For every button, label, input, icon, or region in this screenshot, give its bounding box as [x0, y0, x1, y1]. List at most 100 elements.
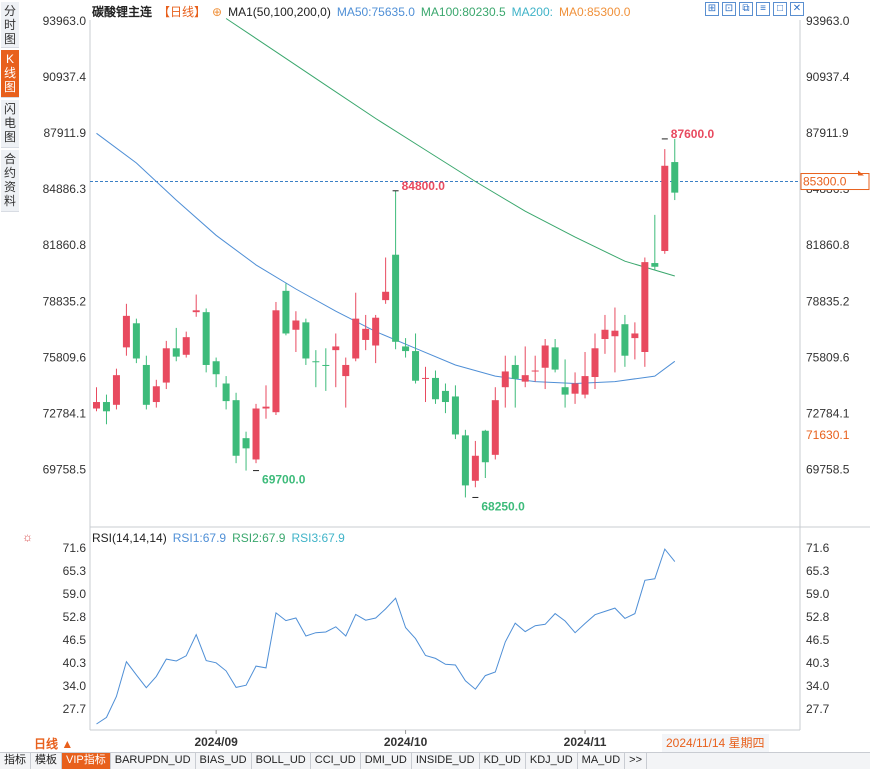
ma100-value: MA100:80230.5 — [420, 5, 506, 19]
tab-cci[interactable]: CCI_UD — [311, 753, 361, 769]
candle-body — [142, 364, 150, 405]
candle-body — [132, 323, 140, 359]
rsi-tick-label-left: 34.0 — [63, 679, 87, 693]
tab-ma[interactable]: MA_UD — [578, 753, 626, 769]
candle-body — [122, 315, 130, 348]
tab-inside[interactable]: INSIDE_UD — [412, 753, 480, 769]
close-icon[interactable]: ✕ — [790, 2, 804, 16]
candle-body — [272, 310, 280, 413]
tab-more[interactable]: >> — [625, 753, 648, 769]
candle-body — [342, 364, 350, 377]
candle-body — [222, 383, 230, 402]
expand-icon[interactable]: ⊞ — [705, 2, 719, 16]
tab-kd[interactable]: KD_UD — [480, 753, 526, 769]
rsi-tick-label-left: 40.3 — [63, 656, 87, 670]
candle-body — [531, 370, 539, 372]
rsi-params[interactable]: RSI(14,14,14) — [92, 531, 167, 545]
candle-body — [422, 377, 430, 379]
y-tick-label-right: 75809.6 — [806, 350, 850, 364]
y-tick-label-left: 93963.0 — [43, 14, 87, 28]
rsi-tick-label-left: 27.7 — [63, 702, 87, 716]
tab-template[interactable]: 模板 — [31, 753, 62, 769]
candle-body — [641, 262, 649, 352]
restore-icon[interactable]: ⧉ — [739, 2, 753, 16]
rsi-tick-label-right: 52.8 — [806, 610, 830, 624]
candle-body — [601, 329, 609, 340]
tab-bias[interactable]: BIAS_UD — [196, 753, 252, 769]
candle-body — [661, 165, 669, 252]
ma0-value: MA0:85300.0 — [558, 5, 631, 19]
period-selector[interactable]: 日线 ▲ — [34, 737, 74, 751]
candle-body — [451, 396, 459, 435]
tab-boll[interactable]: BOLL_UD — [252, 753, 311, 769]
window-icon[interactable]: □ — [773, 2, 787, 16]
candle-body — [182, 337, 190, 355]
y-tick-label-left: 84886.3 — [43, 182, 87, 196]
bars-icon[interactable]: ≡ — [756, 2, 770, 16]
rsi-tick-label-left: 46.5 — [63, 633, 87, 647]
candle-body — [302, 322, 310, 359]
extreme-price-label: 69700.0 — [262, 473, 306, 487]
ma-params[interactable]: MA1(50,100,200,0) — [228, 5, 331, 19]
rsi-tick-label-left: 52.8 — [63, 610, 87, 624]
sun-icon[interactable]: ☼ — [22, 530, 33, 544]
extreme-price-label: 68250.0 — [481, 499, 525, 513]
candle-body — [242, 438, 250, 449]
reference-marker-icon — [858, 170, 864, 176]
tab-contract-info[interactable]: 合约资料 — [1, 150, 19, 212]
candle-body — [372, 317, 380, 346]
y-tick-label-right: 90937.4 — [806, 70, 850, 84]
period-label[interactable]: 【日线】 — [158, 5, 207, 19]
candle-body — [551, 347, 559, 370]
candle-body — [262, 406, 270, 409]
candle-body — [511, 364, 519, 379]
sidebar: 分时图 K线图 闪电图 合约资料 — [0, 0, 20, 215]
rsi-tick-label-right: 65.3 — [806, 564, 830, 578]
tab-flash[interactable]: 闪电图 — [1, 100, 19, 148]
rsi2-value: RSI2:67.9 — [232, 531, 286, 545]
indicator-tabs: 指标 模板 VIP指标 BARUPDN_UD BIAS_UD BOLL_UD C… — [0, 752, 870, 769]
ma50-value: MA50:75635.0 — [336, 5, 415, 19]
tab-indicator[interactable]: 指标 — [0, 753, 31, 769]
ma100-line — [225, 18, 675, 277]
rsi-tick-label-right: 46.5 — [806, 633, 830, 647]
settings-icon[interactable]: ⊕ — [212, 5, 223, 19]
extreme-price-label: 87600.0 — [671, 127, 715, 141]
y-tick-label-left: 69758.5 — [43, 463, 87, 477]
candle-body — [322, 364, 330, 366]
candle-body — [591, 348, 599, 378]
candle-body — [651, 263, 659, 267]
candle-body — [102, 402, 110, 412]
rsi-tick-label-right: 40.3 — [806, 656, 830, 670]
tab-kline[interactable]: K线图 — [1, 50, 19, 98]
candle-body — [501, 371, 509, 388]
candle-body — [252, 408, 260, 460]
candle-body — [352, 318, 360, 359]
y-tick-label-left: 75809.6 — [43, 350, 87, 364]
candle-body — [561, 387, 569, 395]
candle-body — [312, 361, 320, 363]
tab-timeshare[interactable]: 分时图 — [1, 2, 19, 48]
y-tick-label-right: 81860.8 — [806, 238, 850, 252]
tab-vip-indicator[interactable]: VIP指标 — [62, 753, 111, 769]
rsi-tick-label-right: 27.7 — [806, 702, 830, 716]
x-tick-label: 2024/09 — [194, 735, 238, 749]
rsi-tick-label-right: 34.0 — [806, 679, 830, 693]
candle-body — [152, 386, 160, 403]
candle-body — [541, 345, 549, 368]
tab-kdj[interactable]: KDJ_UD — [526, 753, 578, 769]
x-tick-label: 2024/10 — [384, 735, 428, 749]
candle-body — [571, 383, 579, 394]
candle-body — [93, 402, 100, 409]
tab-dmi[interactable]: DMI_UD — [361, 753, 412, 769]
y-tick-label-left: 81860.8 — [43, 238, 87, 252]
rsi-tick-label-left: 71.6 — [63, 541, 87, 555]
candle-body — [172, 348, 180, 357]
right-axis-price-label: 71630.1 — [806, 428, 850, 442]
candle-body — [212, 361, 220, 375]
tab-barupdn[interactable]: BARUPDN_UD — [111, 753, 196, 769]
candle-body — [402, 346, 410, 352]
fit-icon[interactable]: ⊡ — [722, 2, 736, 16]
rsi3-value: RSI3:67.9 — [291, 531, 345, 545]
